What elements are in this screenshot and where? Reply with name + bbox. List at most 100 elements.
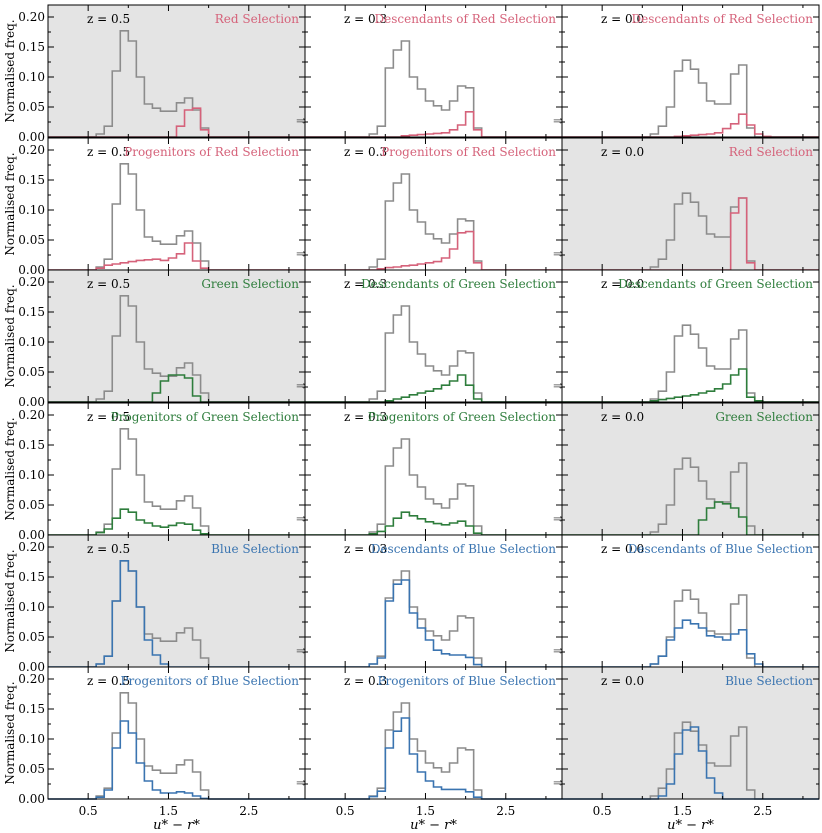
panel-title: Red Selection xyxy=(729,145,814,159)
y-tick-label: 0.10 xyxy=(18,335,45,349)
redshift-label: z = 0.3 xyxy=(344,12,387,26)
arrow-icon: ⇒ xyxy=(553,247,564,262)
x-tick-label: 0.5 xyxy=(79,804,98,818)
y-tick-label: 0.20 xyxy=(18,10,45,24)
arrow-icon: ⇒ xyxy=(296,776,307,791)
redshift-label: z = 0.3 xyxy=(344,410,387,424)
redshift-label: z = 0.5 xyxy=(87,145,130,159)
x-axis-label: u* − r* xyxy=(153,818,200,833)
arrow-icon: ⇒ xyxy=(296,512,307,527)
arrow-icon: ⇒ xyxy=(553,644,564,659)
y-tick-label: 0.15 xyxy=(18,570,45,584)
panel-title: Green Selection xyxy=(715,410,813,424)
redshift-label: z = 0.3 xyxy=(344,145,387,159)
redshift-label: z = 0.0 xyxy=(601,277,644,291)
y-tick-label: 0.05 xyxy=(18,762,45,776)
y-tick-label: 0.00 xyxy=(18,395,45,409)
redshift-label: z = 0.5 xyxy=(87,542,130,556)
y-tick-label: 0.10 xyxy=(18,468,45,482)
y-tick-label: 0.00 xyxy=(18,130,45,144)
y-tick-label: 0.20 xyxy=(18,672,45,686)
y-tick-label: 0.05 xyxy=(18,100,45,114)
panel-title: Blue Selection xyxy=(725,674,813,688)
x-tick-label: 1.5 xyxy=(416,804,435,818)
panel-background xyxy=(305,667,562,799)
panel-r5-c2: 0.5 1.5 2.5 z = 0.0 Blue Selection xyxy=(561,666,820,818)
redshift-label: z = 0.0 xyxy=(601,145,644,159)
redshift-label: z = 0.5 xyxy=(87,277,130,291)
panel-background xyxy=(562,270,819,402)
panel-title: Descendants of Blue Selection xyxy=(628,542,813,556)
x-tick-label: 2.5 xyxy=(239,804,258,818)
redshift-label: z = 0.0 xyxy=(601,674,644,688)
panel-background xyxy=(562,403,819,535)
redshift-label: z = 0.5 xyxy=(87,410,130,424)
x-tick-label: 2.5 xyxy=(496,804,515,818)
panel-background xyxy=(48,5,305,137)
x-axis-label: u* − r* xyxy=(410,818,457,833)
panel-r2-c0: 0.00 0.05 0.10 0.15 0.20 z = 0.5 Green Selecti… xyxy=(18,269,307,409)
panel-frame xyxy=(561,269,820,403)
panel-title: Progenitors of Green Selection xyxy=(111,410,300,424)
arrow-icon: ⇒ xyxy=(553,776,564,791)
y-tick-label: 0.10 xyxy=(18,70,45,84)
arrow-icon: ⇒ xyxy=(296,114,307,129)
y-tick-label: 0.20 xyxy=(18,143,45,157)
y-axis-label: Normalised freq. xyxy=(3,681,17,784)
x-tick-label: 0.5 xyxy=(336,804,355,818)
panel-background xyxy=(48,403,305,535)
panel-frame xyxy=(561,4,820,138)
x-tick-label: 2.5 xyxy=(753,804,772,818)
y-tick-label: 0.10 xyxy=(18,203,45,217)
redshift-label: z = 0.5 xyxy=(87,674,130,688)
y-tick-label: 0.10 xyxy=(18,600,45,614)
redshift-label: z = 0.0 xyxy=(601,542,644,556)
panel-title: Progenitors of Red Selection xyxy=(124,145,299,159)
y-tick-label: 0.05 xyxy=(18,498,45,512)
panel-title: Progenitors of Red Selection xyxy=(381,145,556,159)
redshift-label: z = 0.3 xyxy=(344,277,387,291)
y-tick-label: 0.00 xyxy=(18,263,45,277)
redshift-label: z = 0.0 xyxy=(601,410,644,424)
x-tick-label: 0.5 xyxy=(593,804,612,818)
y-axis-label: Normalised freq. xyxy=(3,417,17,520)
arrow-icon: ⇒ xyxy=(553,379,564,394)
panel-title: Descendants of Green Selection xyxy=(361,277,556,291)
panel-background xyxy=(562,138,819,270)
panel-background xyxy=(48,535,305,667)
redshift-label: z = 0.5 xyxy=(87,12,130,26)
arrow-icon: ⇒ xyxy=(553,114,564,129)
y-tick-label: 0.15 xyxy=(18,702,45,716)
panel-r0-c0: 0.00 0.05 0.10 0.15 0.20 z = 0.5 Red Selection… xyxy=(18,4,307,144)
y-tick-label: 0.15 xyxy=(18,438,45,452)
redshift-label: z = 0.0 xyxy=(601,12,644,26)
y-tick-label: 0.15 xyxy=(18,40,45,54)
y-tick-label: 0.20 xyxy=(18,540,45,554)
panel-background xyxy=(562,667,819,799)
panel-background xyxy=(48,667,305,799)
panel-background xyxy=(305,138,562,270)
y-axis-label: Normalised freq. xyxy=(3,549,17,652)
panel-r3-c2: z = 0.0 Green Selection xyxy=(561,402,820,536)
x-axis-label: u* − r* xyxy=(667,818,714,833)
y-tick-label: 0.00 xyxy=(18,792,45,806)
arrow-icon: ⇒ xyxy=(553,512,564,527)
y-tick-label: 0.00 xyxy=(18,660,45,674)
y-tick-label: 0.20 xyxy=(18,408,45,422)
panel-r1-c2: z = 0.0 Red Selection xyxy=(561,137,820,271)
panel-title: Green Selection xyxy=(201,277,299,291)
y-tick-label: 0.05 xyxy=(18,365,45,379)
panel-title: Red Selection xyxy=(215,12,300,26)
y-axis-label: Normalised freq. xyxy=(3,284,17,387)
arrow-icon: ⇒ xyxy=(296,379,307,394)
panel-title: Descendants of Green Selection xyxy=(618,277,813,291)
y-tick-label: 0.15 xyxy=(18,305,45,319)
